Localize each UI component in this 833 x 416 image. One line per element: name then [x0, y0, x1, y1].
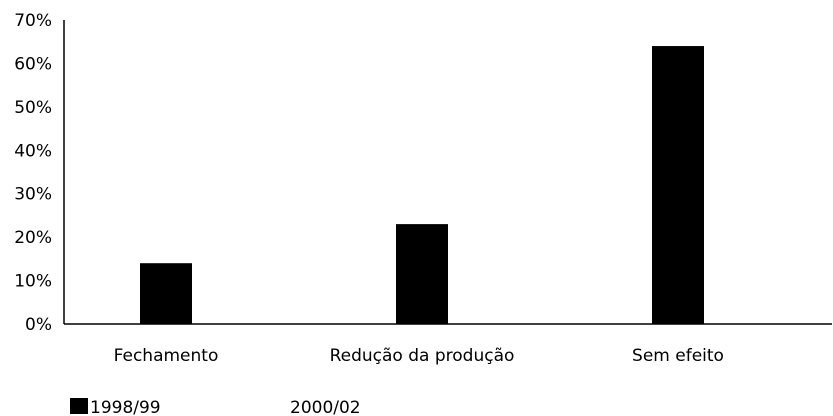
- bar-1998-99-0: [140, 263, 192, 324]
- y-tick-label: 60%: [14, 54, 52, 74]
- legend-swatch: [70, 398, 88, 414]
- y-tick-label: 20%: [14, 228, 52, 248]
- x-category-label: Sem efeito: [632, 346, 724, 366]
- y-tick-label: 0%: [25, 315, 52, 335]
- y-tick-label: 50%: [14, 98, 52, 118]
- legend-label: 1998/99: [90, 398, 161, 416]
- y-axis-ticks: 0% 10% 20% 30% 40% 50% 60% 70%: [14, 11, 52, 335]
- bar-1998-99-2: [652, 46, 704, 325]
- y-tick-label: 70%: [14, 11, 52, 31]
- bar-1998-99-1: [396, 224, 448, 324]
- x-category-label: Fechamento: [114, 346, 219, 366]
- y-tick-label: 10%: [14, 272, 52, 292]
- category-labels: Fechamento Redução da produção Sem efeito: [114, 346, 724, 366]
- x-category-label: Redução da produção: [330, 346, 515, 366]
- y-tick-label: 30%: [14, 185, 52, 205]
- legend-label: 2000/02: [290, 398, 361, 416]
- y-tick-label: 40%: [14, 141, 52, 161]
- legend: 1998/99 2000/02: [70, 398, 361, 416]
- legend-swatch: [270, 398, 288, 414]
- bars: [140, 46, 704, 325]
